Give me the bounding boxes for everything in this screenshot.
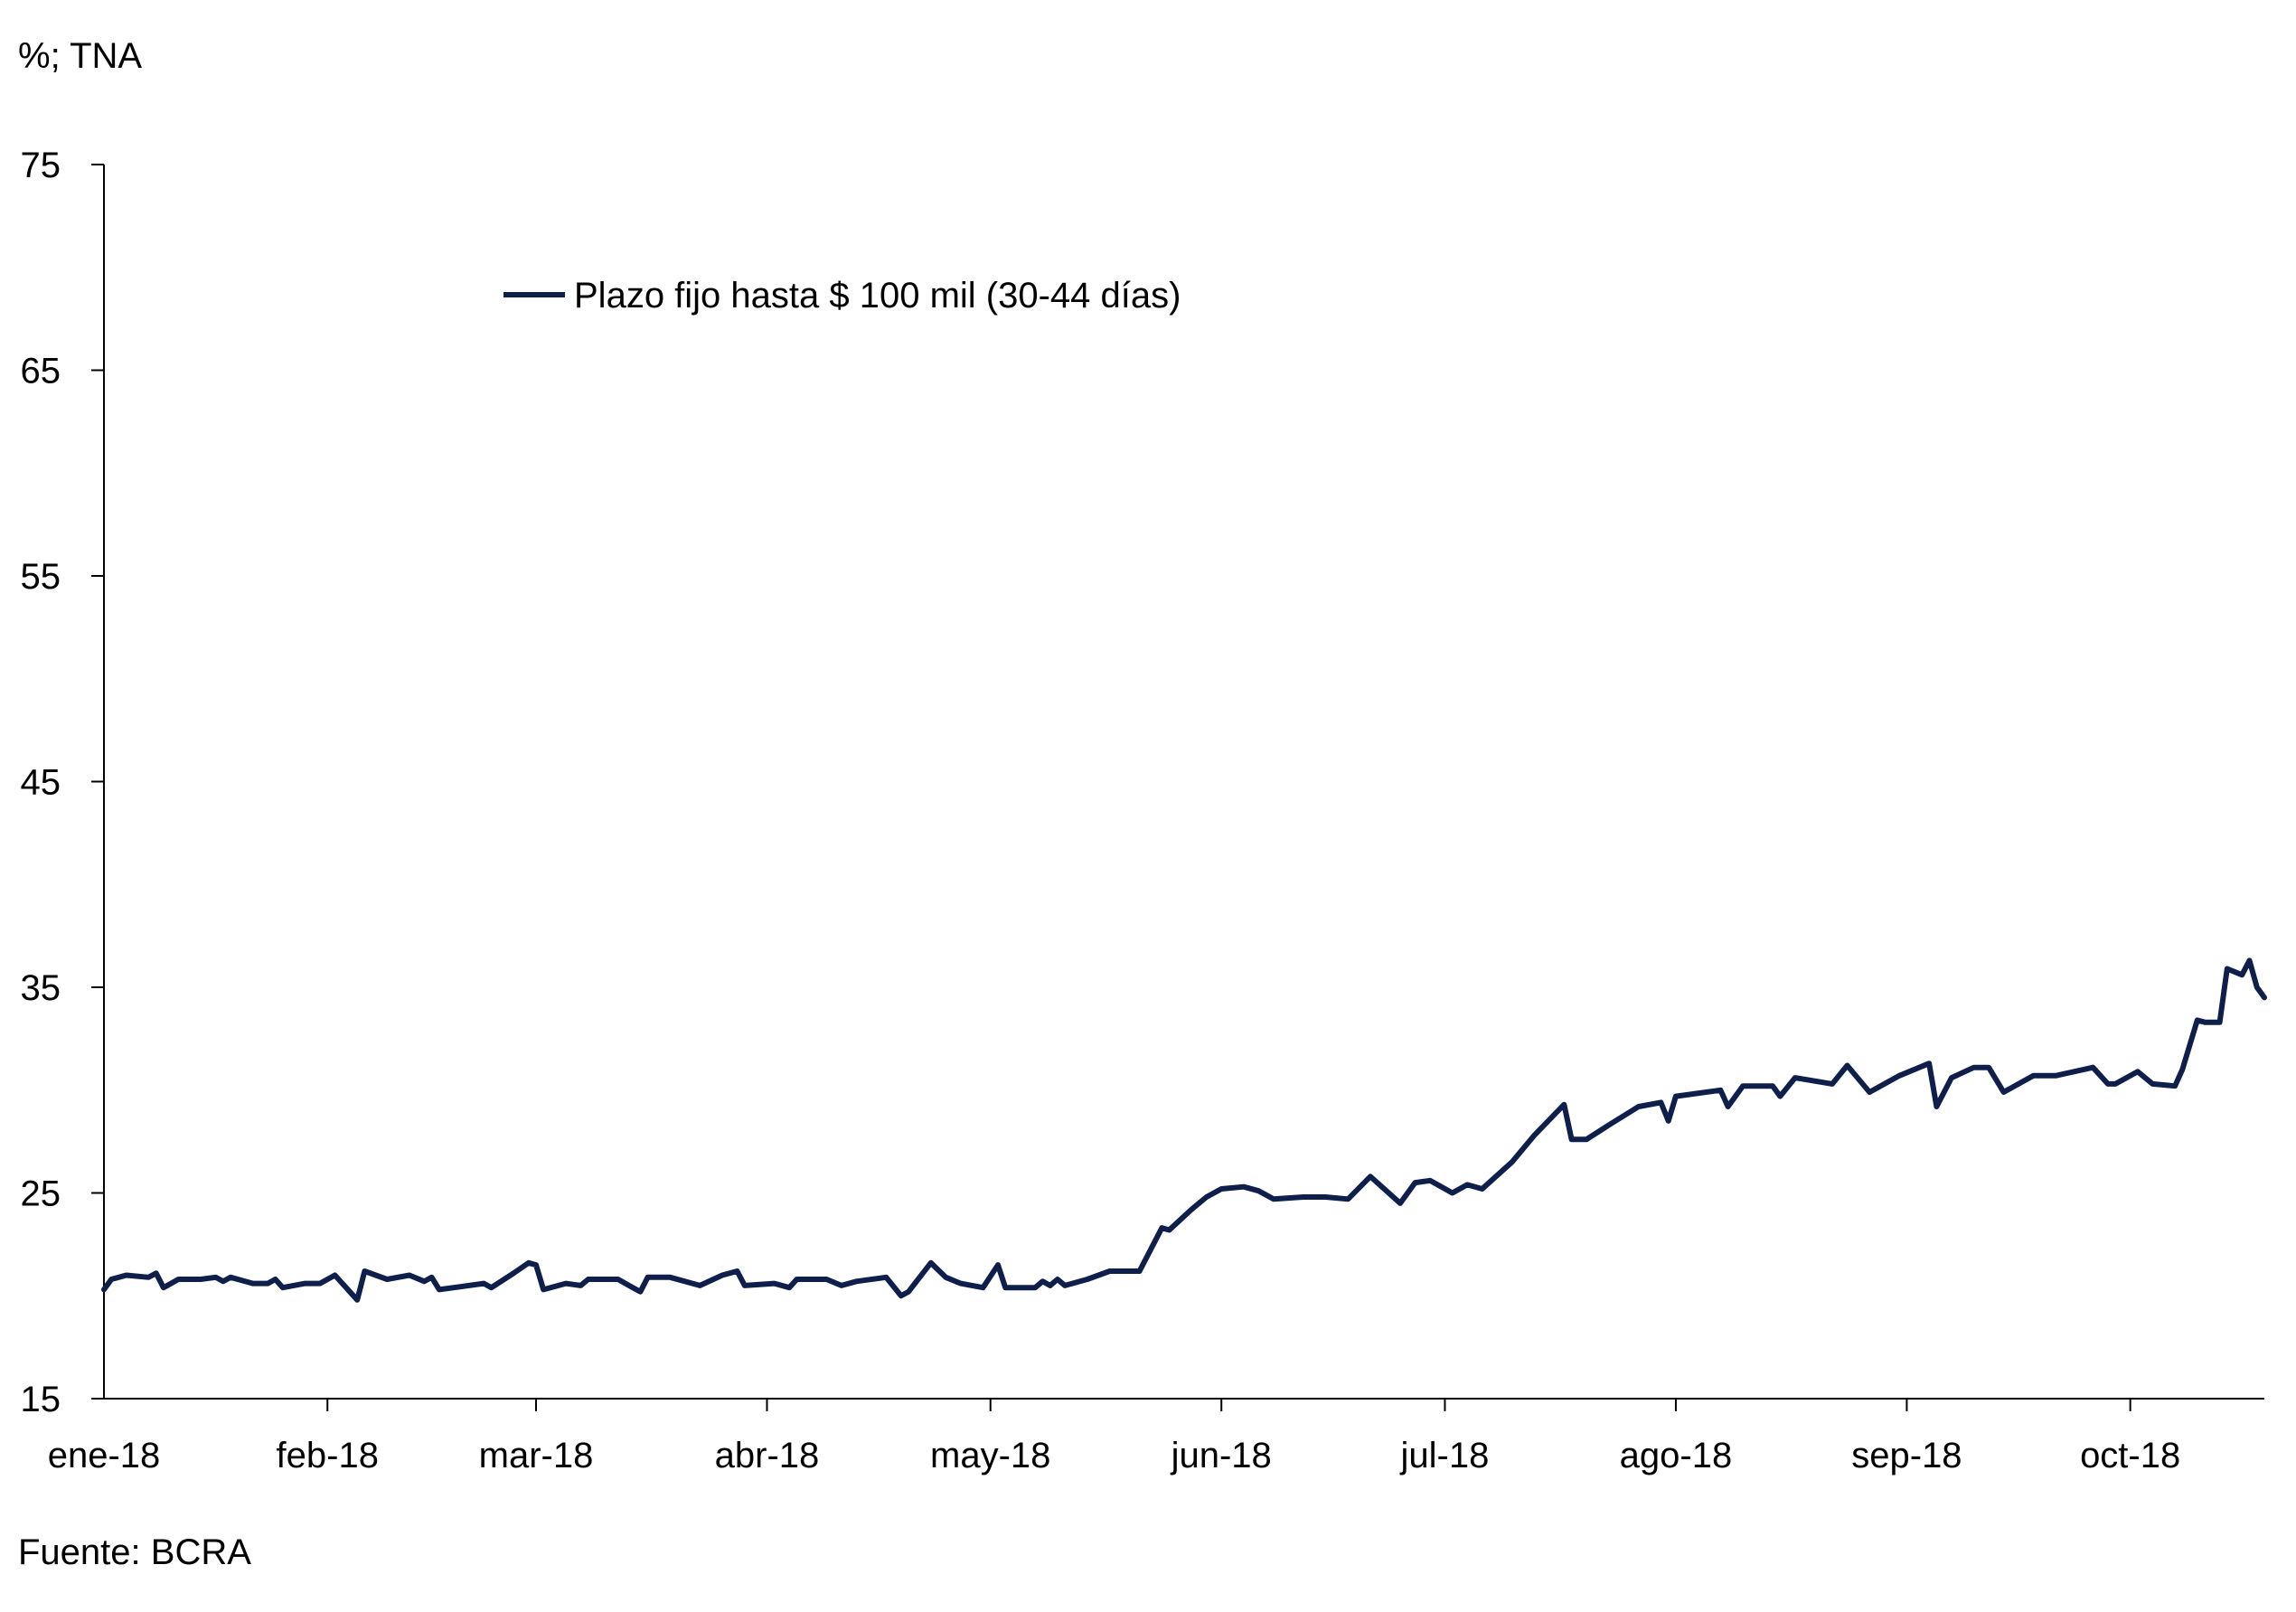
source-note: Fuente: BCRA: [18, 1532, 251, 1572]
y-tick-label: 75: [21, 146, 61, 185]
x-tick-label: sep-18: [1851, 1436, 1962, 1475]
y-tick-label: 45: [21, 763, 61, 803]
y-axis-unit-label: %; TNA: [18, 36, 143, 76]
x-tick-label: jun-18: [1171, 1436, 1272, 1475]
x-tick-label: feb-18: [277, 1436, 379, 1475]
x-tick-label: may-18: [930, 1436, 1050, 1475]
x-tick-label: mar-18: [479, 1436, 594, 1475]
y-tick-label: 15: [21, 1380, 61, 1419]
legend-label: Plazo fijo hasta $ 100 mil (30-44 días): [574, 276, 1181, 316]
y-tick-label: 65: [21, 352, 61, 391]
x-tick-label: abr-18: [715, 1436, 820, 1475]
y-tick-label: 35: [21, 968, 61, 1008]
x-tick-label: jul-18: [1400, 1436, 1490, 1475]
x-tick-label: oct-18: [2080, 1436, 2180, 1475]
series-line-0: [101, 957, 2267, 1303]
x-tick-label: ago-18: [1620, 1436, 1733, 1475]
x-tick-label: ene-18: [48, 1436, 161, 1475]
y-tick-label: 55: [21, 557, 61, 597]
y-tick-label: 25: [21, 1174, 61, 1214]
